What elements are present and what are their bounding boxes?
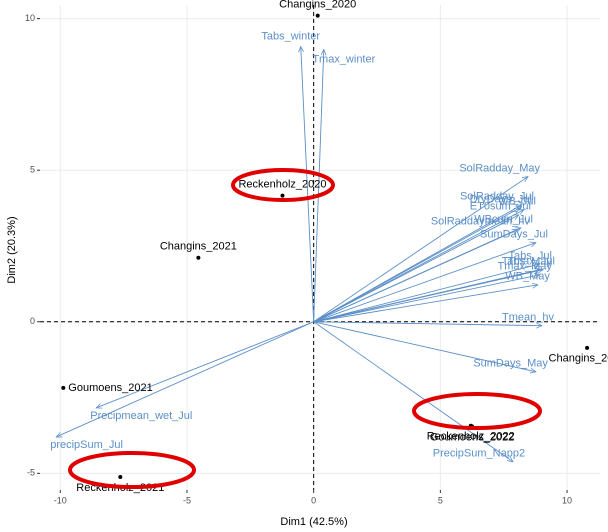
loading-arrow — [56, 321, 314, 438]
arrow-label: SolRaddaymean_hv — [431, 216, 531, 228]
x-tick-label: -10 — [54, 495, 67, 505]
point-label: Goumoens_2021 — [68, 382, 152, 394]
x-axis-title: Dim1 (42.5%) — [280, 516, 347, 528]
x-tick-label: 5 — [438, 495, 443, 505]
highlight — [231, 168, 335, 202]
y-tick-label: 10 — [25, 13, 35, 23]
arrow-label: precipSum_Jul — [50, 439, 123, 451]
point — [61, 385, 66, 390]
arrow-label: Tmax_May — [498, 261, 553, 273]
loading-arrow — [313, 177, 528, 323]
arrow-label: SolRadday_May — [459, 162, 540, 174]
y-tick-label: -5 — [27, 468, 35, 478]
loading-arrow — [313, 321, 513, 462]
arrow-label: WB_May — [505, 271, 550, 283]
arrow-label: WB_Jul — [498, 196, 536, 208]
loading-arrow — [313, 208, 520, 323]
point-label: Changins_2021 — [160, 241, 237, 253]
arrow-label: Precipmean_wet_Jul — [90, 410, 192, 422]
highlight — [412, 392, 542, 430]
point — [118, 474, 123, 479]
point — [315, 13, 320, 18]
point-label: Reckenholz_2020 — [238, 179, 326, 191]
x-tick-label: 10 — [562, 495, 572, 505]
loading-arrow — [313, 321, 536, 372]
point-label: Changins_2022 — [549, 353, 608, 365]
arrow-label: SumDays_May — [473, 358, 548, 370]
loading-arrow — [313, 270, 540, 323]
point-label: Changins_2020 — [279, 0, 356, 11]
point-label: Reckenholz_2022 — [427, 431, 515, 443]
arrow-label: SolRadday_Jul — [460, 191, 534, 203]
arrow-label: DryDays_Jul — [470, 194, 532, 206]
arrow-label: Tmax_Jul — [507, 256, 555, 268]
point — [585, 345, 590, 350]
highlight — [68, 451, 196, 489]
loading-arrow — [96, 321, 314, 408]
arrow-label: Tabs_May — [502, 256, 553, 268]
y-tick-label: 0 — [30, 316, 35, 326]
x-tick-label: 0 — [311, 495, 316, 505]
y-axis-title: Dim2 (20.3%) — [6, 216, 18, 283]
loading-arrow — [313, 321, 542, 326]
x-tick-label: -5 — [183, 495, 191, 505]
plot-panel — [40, 5, 600, 490]
point — [196, 255, 201, 260]
arrow-label: ET0sum_Jul — [470, 201, 531, 213]
arrow-label: Tabs_winter — [261, 30, 320, 42]
arrow-label: PrecipSum_Napp2 — [433, 448, 525, 460]
loading-arrow — [313, 229, 518, 323]
loading-arrow — [301, 47, 315, 322]
arrow-label: SumDays_Jul — [480, 229, 548, 241]
loading-arrow — [313, 285, 538, 323]
loading-arrow — [313, 264, 540, 323]
point — [280, 193, 285, 198]
loading-arrow — [313, 50, 324, 322]
y-tick-label: 5 — [30, 165, 35, 175]
arrow-label: Tmean_hv — [502, 312, 554, 324]
arrow-label: Tabs_Jul — [509, 250, 552, 262]
loading-arrow — [313, 243, 536, 323]
arrow-label: WBcum_Jul — [474, 214, 533, 226]
point-label: Goumoens_2022 — [430, 431, 514, 443]
arrow-label: Tmax_winter — [312, 53, 375, 65]
loading-arrow — [313, 275, 540, 323]
loading-arrow — [313, 215, 519, 323]
